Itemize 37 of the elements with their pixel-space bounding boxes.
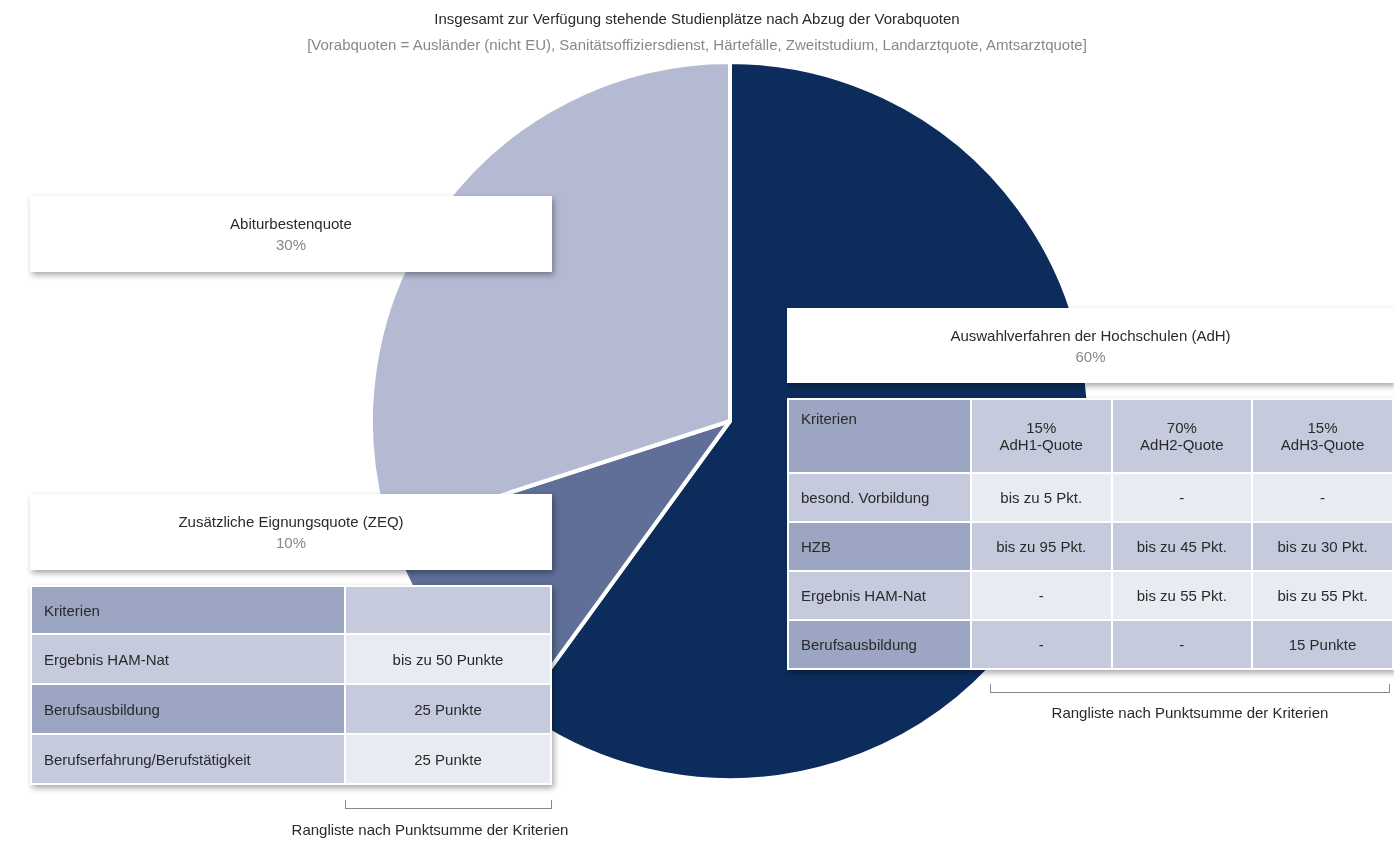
text: Kriterien <box>788 399 971 473</box>
text: besond. Vorbildung <box>788 473 971 522</box>
text: 70% AdH2-Quote <box>1111 399 1253 473</box>
text: bis zu 45 Pkt. <box>1111 522 1253 571</box>
text: bis zu 30 Pkt. <box>1252 522 1393 571</box>
text: Berufserfahrung/Berufstätigkeit <box>31 734 345 784</box>
text: - <box>970 571 1112 620</box>
data-label: 60% <box>1074 347 1107 365</box>
text: - <box>970 620 1112 669</box>
chart-title: Insgesamt zur Verfügung stehende Studienplätze nach Abzug der Vorabquoten <box>433 10 961 27</box>
text: Rangliste nach Punktsumme der Kriterien <box>290 821 570 838</box>
slice-label: Zusätzliche Eignungsquote (ZEQ) <box>177 513 405 530</box>
text: bis zu 5 Pkt. <box>970 473 1112 522</box>
chart-subtitle: [Vorabquoten = Ausländer (nicht EU), Sanitätsoffiziersdienst, Härtefälle, Zweitstudium, Landarztquote, Amtsarztquote] <box>306 36 1088 53</box>
text: Ergebnis HAM-Nat <box>788 571 971 620</box>
text: Ergebnis HAM-Nat <box>31 634 345 684</box>
text: 15 Punkte <box>1252 620 1393 669</box>
data-label: 10% <box>275 534 307 551</box>
text: 25 Punkte <box>345 734 551 784</box>
text: - <box>1111 620 1253 669</box>
text: HZB <box>788 522 971 571</box>
text: Kriterien <box>31 586 345 634</box>
text: 15% AdH1-Quote <box>970 399 1112 473</box>
text: bis zu 50 Punkte <box>345 634 551 684</box>
text: bis zu 95 Pkt. <box>970 522 1112 571</box>
data-label: 30% <box>275 236 307 253</box>
text: Berufsausbildung <box>31 684 345 734</box>
text: Rangliste nach Punktsumme der Kriterien <box>1050 704 1330 721</box>
text: - <box>1111 473 1253 522</box>
text: 15% AdH3-Quote <box>1252 399 1393 473</box>
text: Berufsausbildung <box>788 620 971 669</box>
slice-label: Auswahlverfahren der Hochschulen (AdH) <box>949 326 1232 344</box>
slice-label: Abiturbestenquote <box>229 215 353 232</box>
text: bis zu 55 Pkt. <box>1111 571 1253 620</box>
text: - <box>1252 473 1393 522</box>
text: bis zu 55 Pkt. <box>1252 571 1393 620</box>
text: 25 Punkte <box>345 684 551 734</box>
